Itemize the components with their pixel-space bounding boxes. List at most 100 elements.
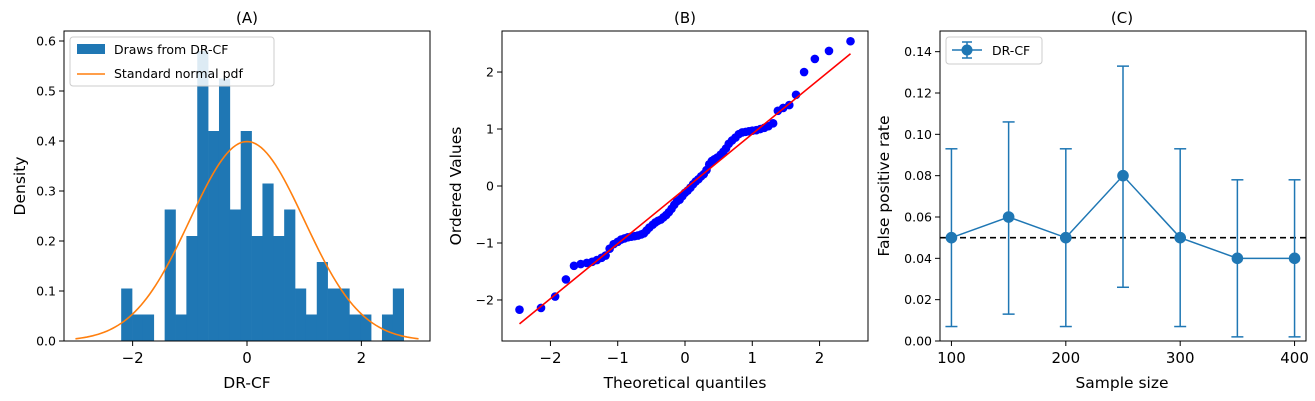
- x-tick-label-3: 1: [748, 349, 758, 367]
- histogram-bar: [273, 236, 285, 341]
- histogram-bar: [208, 131, 220, 341]
- histogram-bar: [240, 131, 252, 341]
- histogram-bar: [284, 209, 296, 341]
- series-point: [1060, 231, 1072, 244]
- panel-c-frame: [939, 30, 1307, 342]
- x-tick-label-1: 0: [242, 349, 252, 367]
- histogram-bar: [142, 314, 155, 341]
- y-tick-label-2: 0.04: [904, 251, 932, 266]
- panel-b-axes: −2 −1 0 1 2 −2 −1 0 1 2: [476, 65, 825, 367]
- panel-a-axes: −2 0 2 0.0 0.1 0.2 0.3 0.4 0.5 0.6: [36, 34, 366, 368]
- panel-a-xlabel: DR-CF: [223, 374, 270, 392]
- panel-b: (B) −2 −1 0 1 2 −2 −1 0 1 2 Theoretical quantiles…: [447, 9, 869, 392]
- y-tick-label-1: 0.02: [904, 292, 932, 307]
- series-point: [1002, 211, 1015, 223]
- panel-a-ylabel: Density: [11, 157, 29, 216]
- x-tick-label-4: 2: [815, 349, 825, 367]
- panel-a-legend: Draws from DR-CF Standard normal pdf: [69, 36, 275, 87]
- histogram-bar: [132, 314, 144, 341]
- y-tick-label-6: 0.12: [904, 86, 932, 101]
- y-tick-label-5: 0.10: [904, 127, 932, 142]
- qq-fit-line: [518, 53, 852, 325]
- legend-label-histogram: Draws from DR-CF: [114, 42, 228, 57]
- legend-swatch-histogram: [77, 44, 105, 54]
- histogram-bar: [349, 314, 361, 341]
- y-tick-label-2: 0.2: [36, 234, 56, 249]
- legend-label-pdf: Standard normal pdf: [114, 66, 243, 81]
- y-tick-label-3: 0.06: [904, 210, 932, 225]
- panel-c-axes: 100 200 300 400 0.00 0.02 0.04 0.06 0.08 0.10 0.12…: [904, 44, 1309, 367]
- series-point: [1288, 252, 1301, 265]
- panel-b-plot: [515, 36, 855, 325]
- qq-point: [810, 54, 820, 64]
- qq-point: [536, 303, 546, 313]
- qq-point: [824, 46, 834, 56]
- y-tick-label-7: 0.14: [904, 44, 932, 59]
- histogram-bar: [316, 262, 328, 341]
- legend-label-series: DR-CF: [992, 43, 1030, 58]
- qq-point: [561, 275, 571, 284]
- panel-b-title: (B): [674, 9, 696, 27]
- series-point: [1174, 231, 1186, 244]
- y-tick-label-3: 1: [486, 122, 494, 137]
- histogram-bar: [295, 288, 307, 341]
- normal-pdf-curve: [75, 140, 419, 340]
- histogram-bar: [197, 51, 209, 341]
- y-tick-label-0: −2: [476, 292, 494, 307]
- x-tick-label-0: −2: [539, 349, 561, 367]
- y-tick-label-0: 0.00: [904, 334, 932, 349]
- y-tick-label-4: 0.08: [904, 168, 932, 183]
- x-tick-label-0: −2: [122, 349, 144, 367]
- panel-c-title: (C): [1111, 9, 1133, 27]
- legend-box: [69, 36, 275, 87]
- panel-b-ylabel: Ordered Values: [447, 127, 465, 246]
- x-tick-label-2: 300: [1166, 349, 1195, 367]
- histogram-bar: [327, 288, 339, 341]
- y-tick-label-1: 0.1: [36, 284, 56, 299]
- y-tick-label-2: 0: [486, 179, 494, 194]
- histogram-bar: [338, 288, 350, 341]
- legend-swatch-marker: [961, 44, 973, 56]
- x-tick-label-2: 0: [680, 349, 690, 367]
- qq-point: [799, 67, 809, 77]
- qq-point: [768, 119, 778, 128]
- x-tick-label-2: 2: [357, 349, 367, 367]
- histogram-bar: [186, 236, 198, 341]
- x-tick-label-1: 200: [1051, 349, 1080, 367]
- x-tick-label-1: −1: [607, 349, 629, 367]
- qq-point: [550, 292, 560, 301]
- qq-point: [515, 305, 524, 314]
- panel-c-plot: [940, 65, 1306, 338]
- panel-c-ylabel: False positive rate: [875, 115, 893, 256]
- histogram-bar: [392, 288, 404, 341]
- histogram-bar: [381, 314, 394, 341]
- y-tick-label-6: 0.6: [36, 34, 56, 49]
- series-point: [945, 231, 958, 244]
- panel-a-title: (A): [236, 9, 258, 27]
- y-tick-label-3: 0.3: [36, 184, 56, 199]
- y-tick-label-1: −1: [476, 235, 494, 250]
- histogram-bar: [164, 209, 176, 341]
- histogram-bar: [251, 236, 263, 341]
- x-tick-label-0: 100: [937, 349, 966, 367]
- panel-b-xlabel: Theoretical quantiles: [603, 374, 767, 392]
- panel-c-legend: DR-CF: [945, 36, 1043, 65]
- x-tick-label-3: 400: [1280, 349, 1309, 367]
- panel-c-xlabel: Sample size: [1075, 374, 1168, 392]
- qq-point: [601, 251, 610, 260]
- qq-point: [569, 261, 579, 271]
- histogram-bar: [360, 314, 372, 341]
- series-point: [1231, 252, 1244, 265]
- panel-c: (C) 100 200 300 400 0.00 0.02 0.04 0.06 0.08 0.10…: [875, 9, 1309, 392]
- histogram-bar: [229, 209, 242, 341]
- histogram-bar: [262, 183, 274, 341]
- qq-point: [846, 36, 855, 46]
- y-tick-label-4: 2: [486, 65, 494, 80]
- y-tick-label-5: 0.5: [36, 84, 56, 99]
- histogram-bar: [305, 314, 318, 341]
- histogram-bar: [121, 288, 133, 341]
- series-point: [1117, 169, 1129, 182]
- histogram-bar: [175, 314, 187, 341]
- panel-a: (A) −2 0 2 0.0 0.1 0.2 0.3 0.4 0.5 0.6 DR-CF Dens…: [11, 9, 431, 392]
